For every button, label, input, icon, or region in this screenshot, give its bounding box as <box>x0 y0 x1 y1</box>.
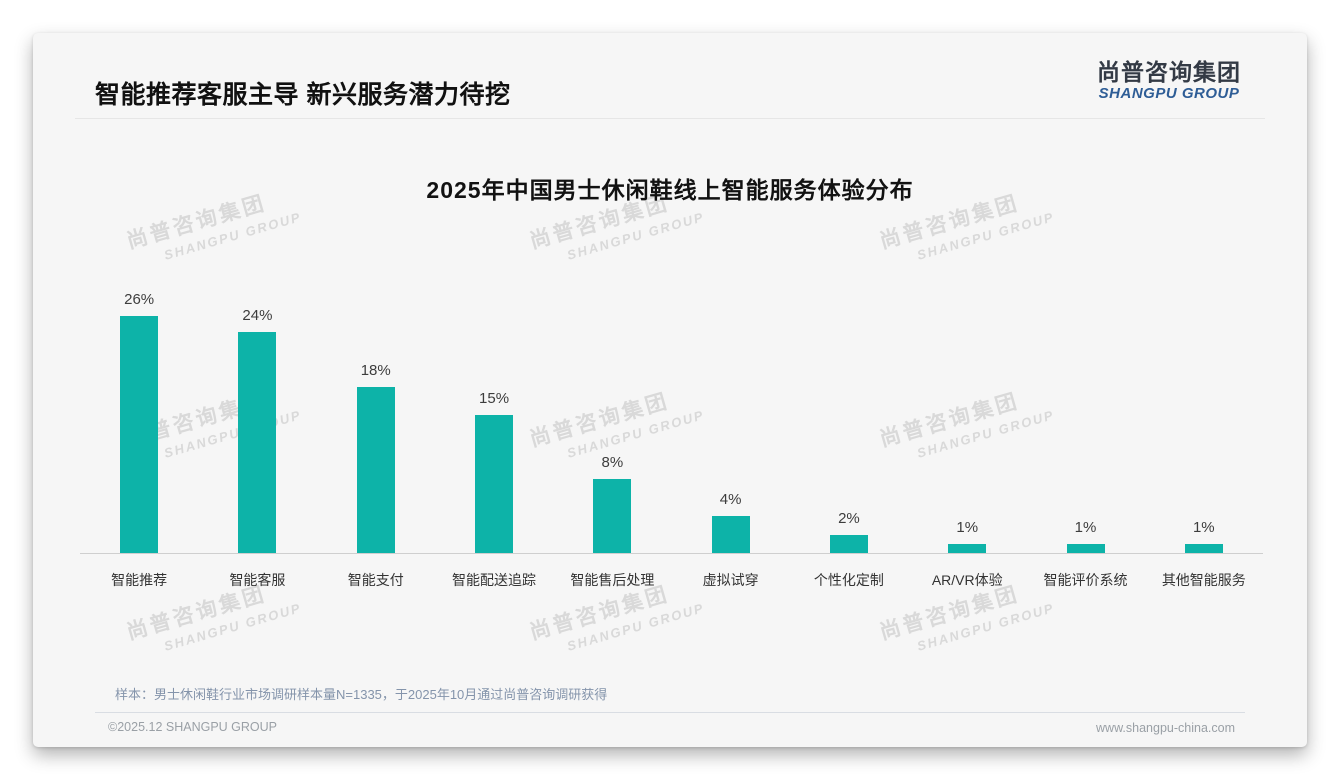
bar-value-label: 24% <box>242 306 273 324</box>
bar-column: 1% AR/VR体验 <box>908 291 1026 590</box>
bar-stack: 18% <box>356 291 395 553</box>
category-label: 其他智能服务 <box>1161 572 1246 588</box>
bar <box>948 543 987 553</box>
category-label: 智能配送追踪 <box>452 572 537 588</box>
bar-chart: 26% 智能推荐 24% 智能客服 18% 智能支付 15% 智能配送追踪 8% 智能售后处理 4%… <box>80 291 1263 590</box>
bar-value-label: 8% <box>601 454 624 472</box>
footer-divider <box>95 712 1245 713</box>
category-label: 智能客服 <box>229 572 286 588</box>
chart-title: 2025年中国男士休闲鞋线上智能服务体验分布 <box>426 177 914 203</box>
header-divider <box>75 118 1265 119</box>
bar <box>829 534 868 553</box>
bar-column: 18% 智能支付 <box>317 291 435 590</box>
watermark-english-text: SHANGPU GROUP <box>162 600 304 654</box>
category-label: 智能支付 <box>347 572 404 588</box>
bar-column: 24% 智能客服 <box>198 291 316 590</box>
bar-column: 1% 智能评价系统 <box>1026 291 1144 590</box>
logo-chinese-text: 尚普咨询集团 <box>1097 59 1241 85</box>
bar-stack: 26% <box>120 291 159 553</box>
bar-stack: 2% <box>829 291 868 553</box>
bar-value-label: 18% <box>360 361 391 379</box>
bar-value-label: 1% <box>1074 518 1097 536</box>
bar-value-label: 4% <box>719 491 742 509</box>
x-axis-line <box>80 553 1263 554</box>
category-label: 个性化定制 <box>813 572 884 588</box>
bar <box>1066 543 1105 553</box>
bar <box>1184 543 1223 553</box>
company-logo: 尚普咨询集团 SHANGPU GROUP <box>1097 59 1241 102</box>
bar-stack: 1% <box>948 291 987 553</box>
website-url: www.shangpu-china.com <box>1096 721 1235 735</box>
watermark-english-text: SHANGPU GROUP <box>915 600 1057 654</box>
watermark-english-text: SHANGPU GROUP <box>162 209 304 263</box>
bar-column: 2% 个性化定制 <box>790 291 908 590</box>
watermark-english-text: SHANGPU GROUP <box>915 209 1057 263</box>
bar <box>593 479 632 553</box>
bar <box>711 516 750 553</box>
sample-note: 样本：男士休闲鞋行业市场调研样本量N=1335，于2025年10月通过尚普咨询调… <box>115 687 608 702</box>
bar-value-label: 1% <box>956 518 979 536</box>
copyright-text: ©2025.12 SHANGPU GROUP <box>108 720 277 734</box>
watermark-english-text: SHANGPU GROUP <box>565 600 707 654</box>
bar <box>356 386 395 553</box>
bar-stack: 1% <box>1184 291 1223 553</box>
bar <box>238 331 277 553</box>
category-label: 智能评价系统 <box>1043 572 1128 588</box>
watermark-english-text: SHANGPU GROUP <box>565 209 707 263</box>
bar-value-label: 1% <box>1192 518 1215 536</box>
category-label: 智能售后处理 <box>570 572 655 588</box>
bar-stack: 4% <box>711 291 750 553</box>
logo-english-text: SHANGPU GROUP <box>1098 85 1240 103</box>
bar-stack: 24% <box>238 291 277 553</box>
bar-value-label: 15% <box>479 389 510 407</box>
category-label: 智能推荐 <box>111 572 168 588</box>
slide-card: 尚普咨询集团 SHANGPU GROUP 尚普咨询集团 SHANGPU GROUP 尚普… <box>33 33 1307 747</box>
bar-column: 1% 其他智能服务 <box>1145 291 1263 590</box>
bar-column: 15% 智能配送追踪 <box>435 291 553 590</box>
bar-column: 26% 智能推荐 <box>80 291 198 590</box>
category-label: 虚拟试穿 <box>702 572 759 588</box>
bar-column: 8% 智能售后处理 <box>553 291 671 590</box>
bar-column: 4% 虚拟试穿 <box>671 291 789 590</box>
bar <box>475 414 514 553</box>
bar-stack: 1% <box>1066 291 1105 553</box>
bar-value-label: 26% <box>124 291 155 308</box>
bar-value-label: 2% <box>838 509 860 527</box>
page-title: 智能推荐客服主导 新兴服务潜力待挖 <box>95 81 511 109</box>
bar-stack: 15% <box>475 291 514 553</box>
bar-stack: 8% <box>593 291 632 553</box>
bar <box>120 316 159 553</box>
category-label: AR/VR体验 <box>931 572 1003 588</box>
